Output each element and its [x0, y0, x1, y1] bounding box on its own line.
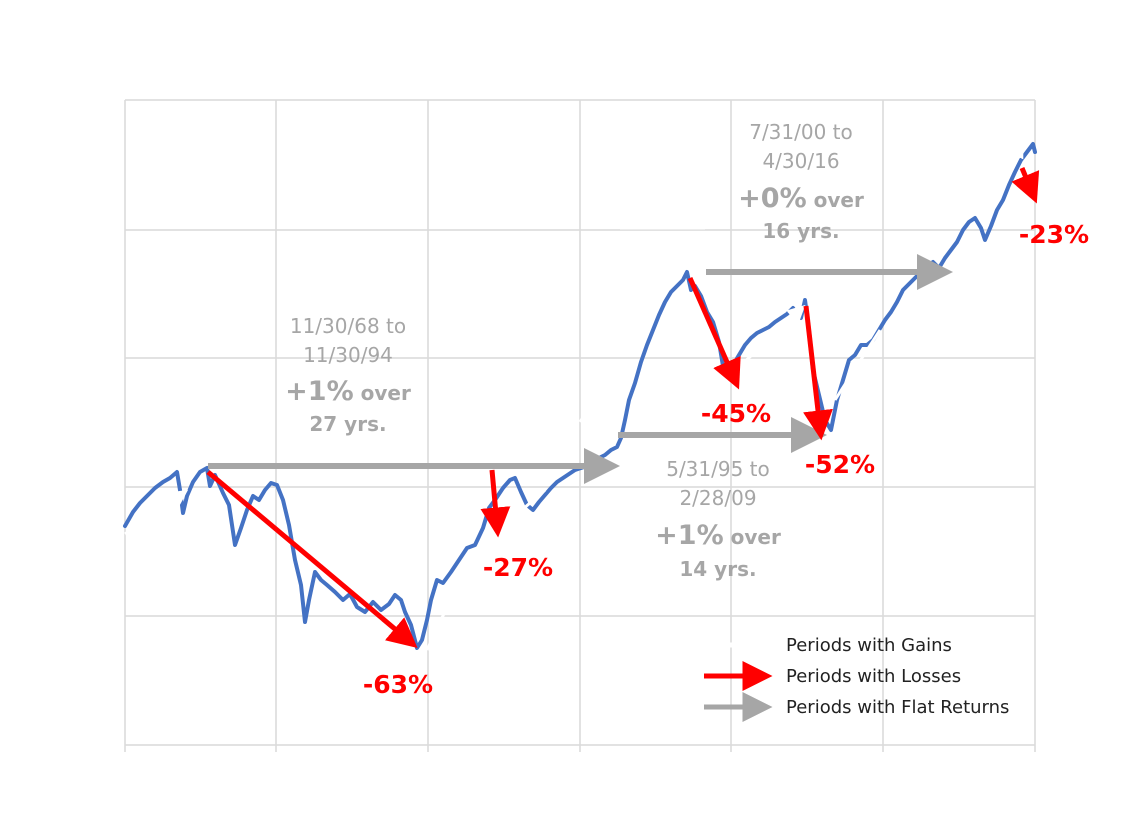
flat-3-return-suffix: over [807, 188, 864, 212]
flat-2-return-value: +1% [655, 520, 723, 551]
flat-2-return: +1% over [655, 520, 781, 551]
flat-3-date-end: 4/30/16 [762, 149, 839, 173]
gain-arrow [988, 139, 1024, 206]
flat-2-date-start: 5/31/95 to [666, 457, 770, 481]
gain-arrow [578, 359, 622, 423]
flat-2-date-end: 2/28/09 [679, 486, 756, 510]
flat-1-return-value: +1% [285, 376, 353, 407]
loss-arrow-2 [480, 469, 511, 538]
flat-1-years: 27 yrs. [309, 412, 386, 436]
loss-arrows [206, 167, 1040, 649]
flat-3-return: +0% over [738, 183, 864, 214]
legend: Periods with Gains Periods with Losses P… [704, 630, 1009, 722]
loss-label-4: -52% [805, 450, 875, 479]
gain-arrow [425, 589, 457, 651]
legend-losses-label: Periods with Losses [786, 666, 961, 687]
flat-3-return-value: +0% [738, 183, 806, 214]
flat-arrows [208, 254, 953, 484]
grid [124, 99, 1036, 752]
loss-label-5: -23% [1019, 220, 1089, 249]
flat-3-date-start: 7/31/00 to [749, 120, 853, 144]
loss-arrow-5 [1011, 167, 1040, 204]
flat-annotation-3: 7/31/00 to 4/30/16 +0% over 16 yrs. [738, 120, 864, 243]
gain-arrow [507, 488, 546, 524]
loss-label-1: -63% [363, 670, 433, 699]
loss-label-2: -27% [483, 553, 553, 582]
flat-1-return-suffix: over [354, 381, 411, 405]
flat-1-date-end: 11/30/94 [303, 343, 393, 367]
loss-label-3: -45% [701, 399, 771, 428]
flat-1-return: +1% over [285, 376, 411, 407]
flat-3-years: 16 yrs. [762, 219, 839, 243]
legend-flat-label: Periods with Flat Returns [786, 697, 1009, 718]
legend-gains-label: Periods with Gains [786, 635, 952, 656]
gain-arrow [736, 304, 806, 370]
gain-arrow [124, 489, 189, 536]
gain-arrow [833, 329, 882, 401]
loss-arrow-1 [206, 470, 418, 649]
flat-2-years: 14 yrs. [679, 557, 756, 581]
loss-arrow-4 [803, 305, 833, 441]
flat-1-date-start: 11/30/68 to [290, 314, 406, 338]
loss-arrow-3 [687, 276, 741, 390]
gain-arrows [124, 139, 1024, 651]
flat-annotation-2: 5/31/95 to 2/28/09 +1% over 14 yrs. [655, 457, 781, 581]
flat-annotation-1: 11/30/68 to 11/30/94 +1% over 27 yrs. [285, 314, 411, 436]
flat-2-return-suffix: over [724, 525, 781, 549]
